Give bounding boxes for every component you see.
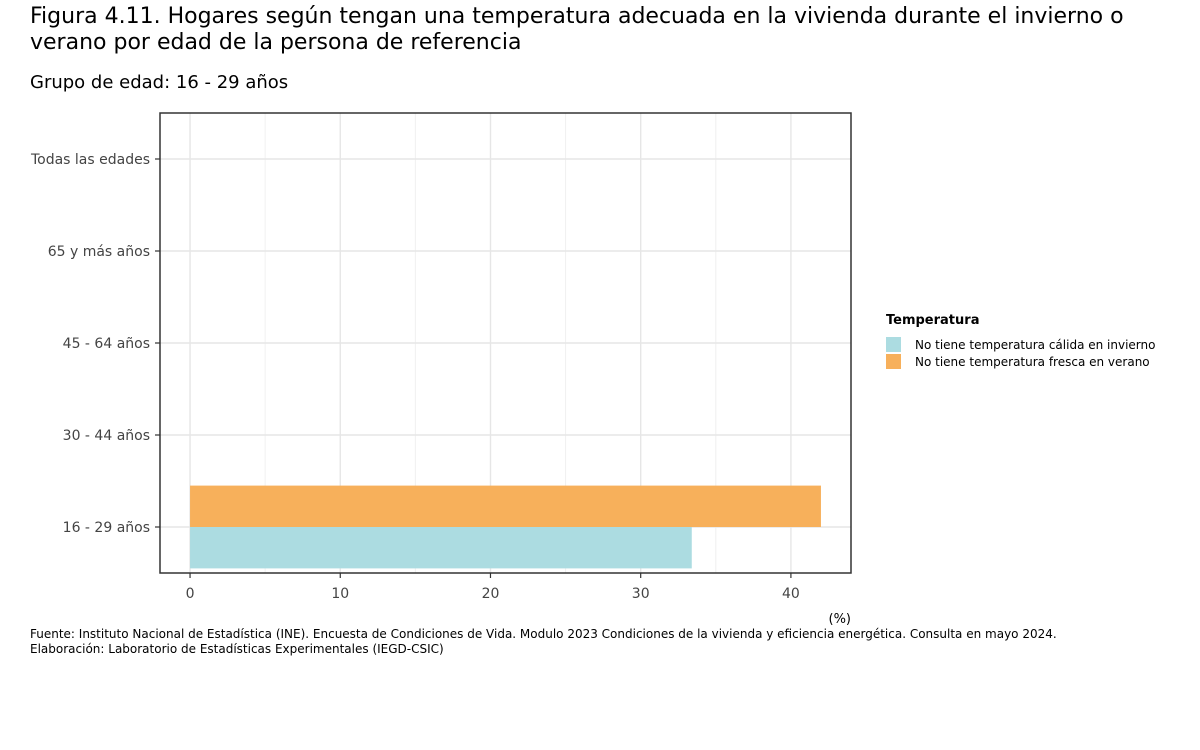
legend-item-summer: No tiene temperatura fresca en verano [886, 353, 1155, 370]
legend-item-winter: No tiene temperatura cálida en invierno [886, 336, 1155, 353]
chart-title: Figura 4.11. Hogares según tengan una te… [30, 4, 1124, 55]
y-tick-label: Todas las edades [30, 152, 150, 168]
source-note: Fuente: Instituto Nacional de Estadístic… [30, 627, 1057, 641]
legend-label-winter: No tiene temperatura cálida en invierno [915, 337, 1156, 352]
legend: Temperatura No tiene temperatura cálida … [886, 313, 1155, 370]
legend-swatch-winter [886, 337, 901, 352]
credit-note: Elaboración: Laboratorio de Estadísticas… [30, 642, 444, 656]
x-axis-unit-label: (%) [829, 612, 852, 627]
y-tick-label: 30 - 44 años [63, 428, 150, 444]
legend-title: Temperatura [886, 313, 980, 328]
x-tick-label: 20 [482, 586, 500, 602]
y-tick-label: 65 y más años [48, 244, 150, 260]
x-tick-label: 30 [632, 586, 650, 602]
legend-swatch-summer [886, 354, 901, 369]
x-tick-label: 40 [782, 586, 800, 602]
y-axis: 16 - 29 años 30 - 44 años 45 - 64 años 65 y… [30, 152, 160, 536]
x-tick-label: 0 [186, 586, 195, 602]
x-axis: 0 10 20 30 40 [186, 573, 800, 602]
bar-summer-0 [190, 485, 821, 527]
y-tick-label: 45 - 64 años [63, 336, 150, 352]
footer: Fuente: Instituto Nacional de Estadístic… [30, 627, 1057, 657]
bar-winter-0 [190, 527, 692, 569]
legend-label-summer: No tiene temperatura fresca en verano [915, 354, 1150, 369]
y-tick-label: 16 - 29 años [63, 520, 150, 536]
chart-subtitle: Grupo de edad: 16 - 29 años [30, 72, 289, 93]
x-tick-label: 10 [331, 586, 349, 602]
bars [190, 485, 821, 569]
